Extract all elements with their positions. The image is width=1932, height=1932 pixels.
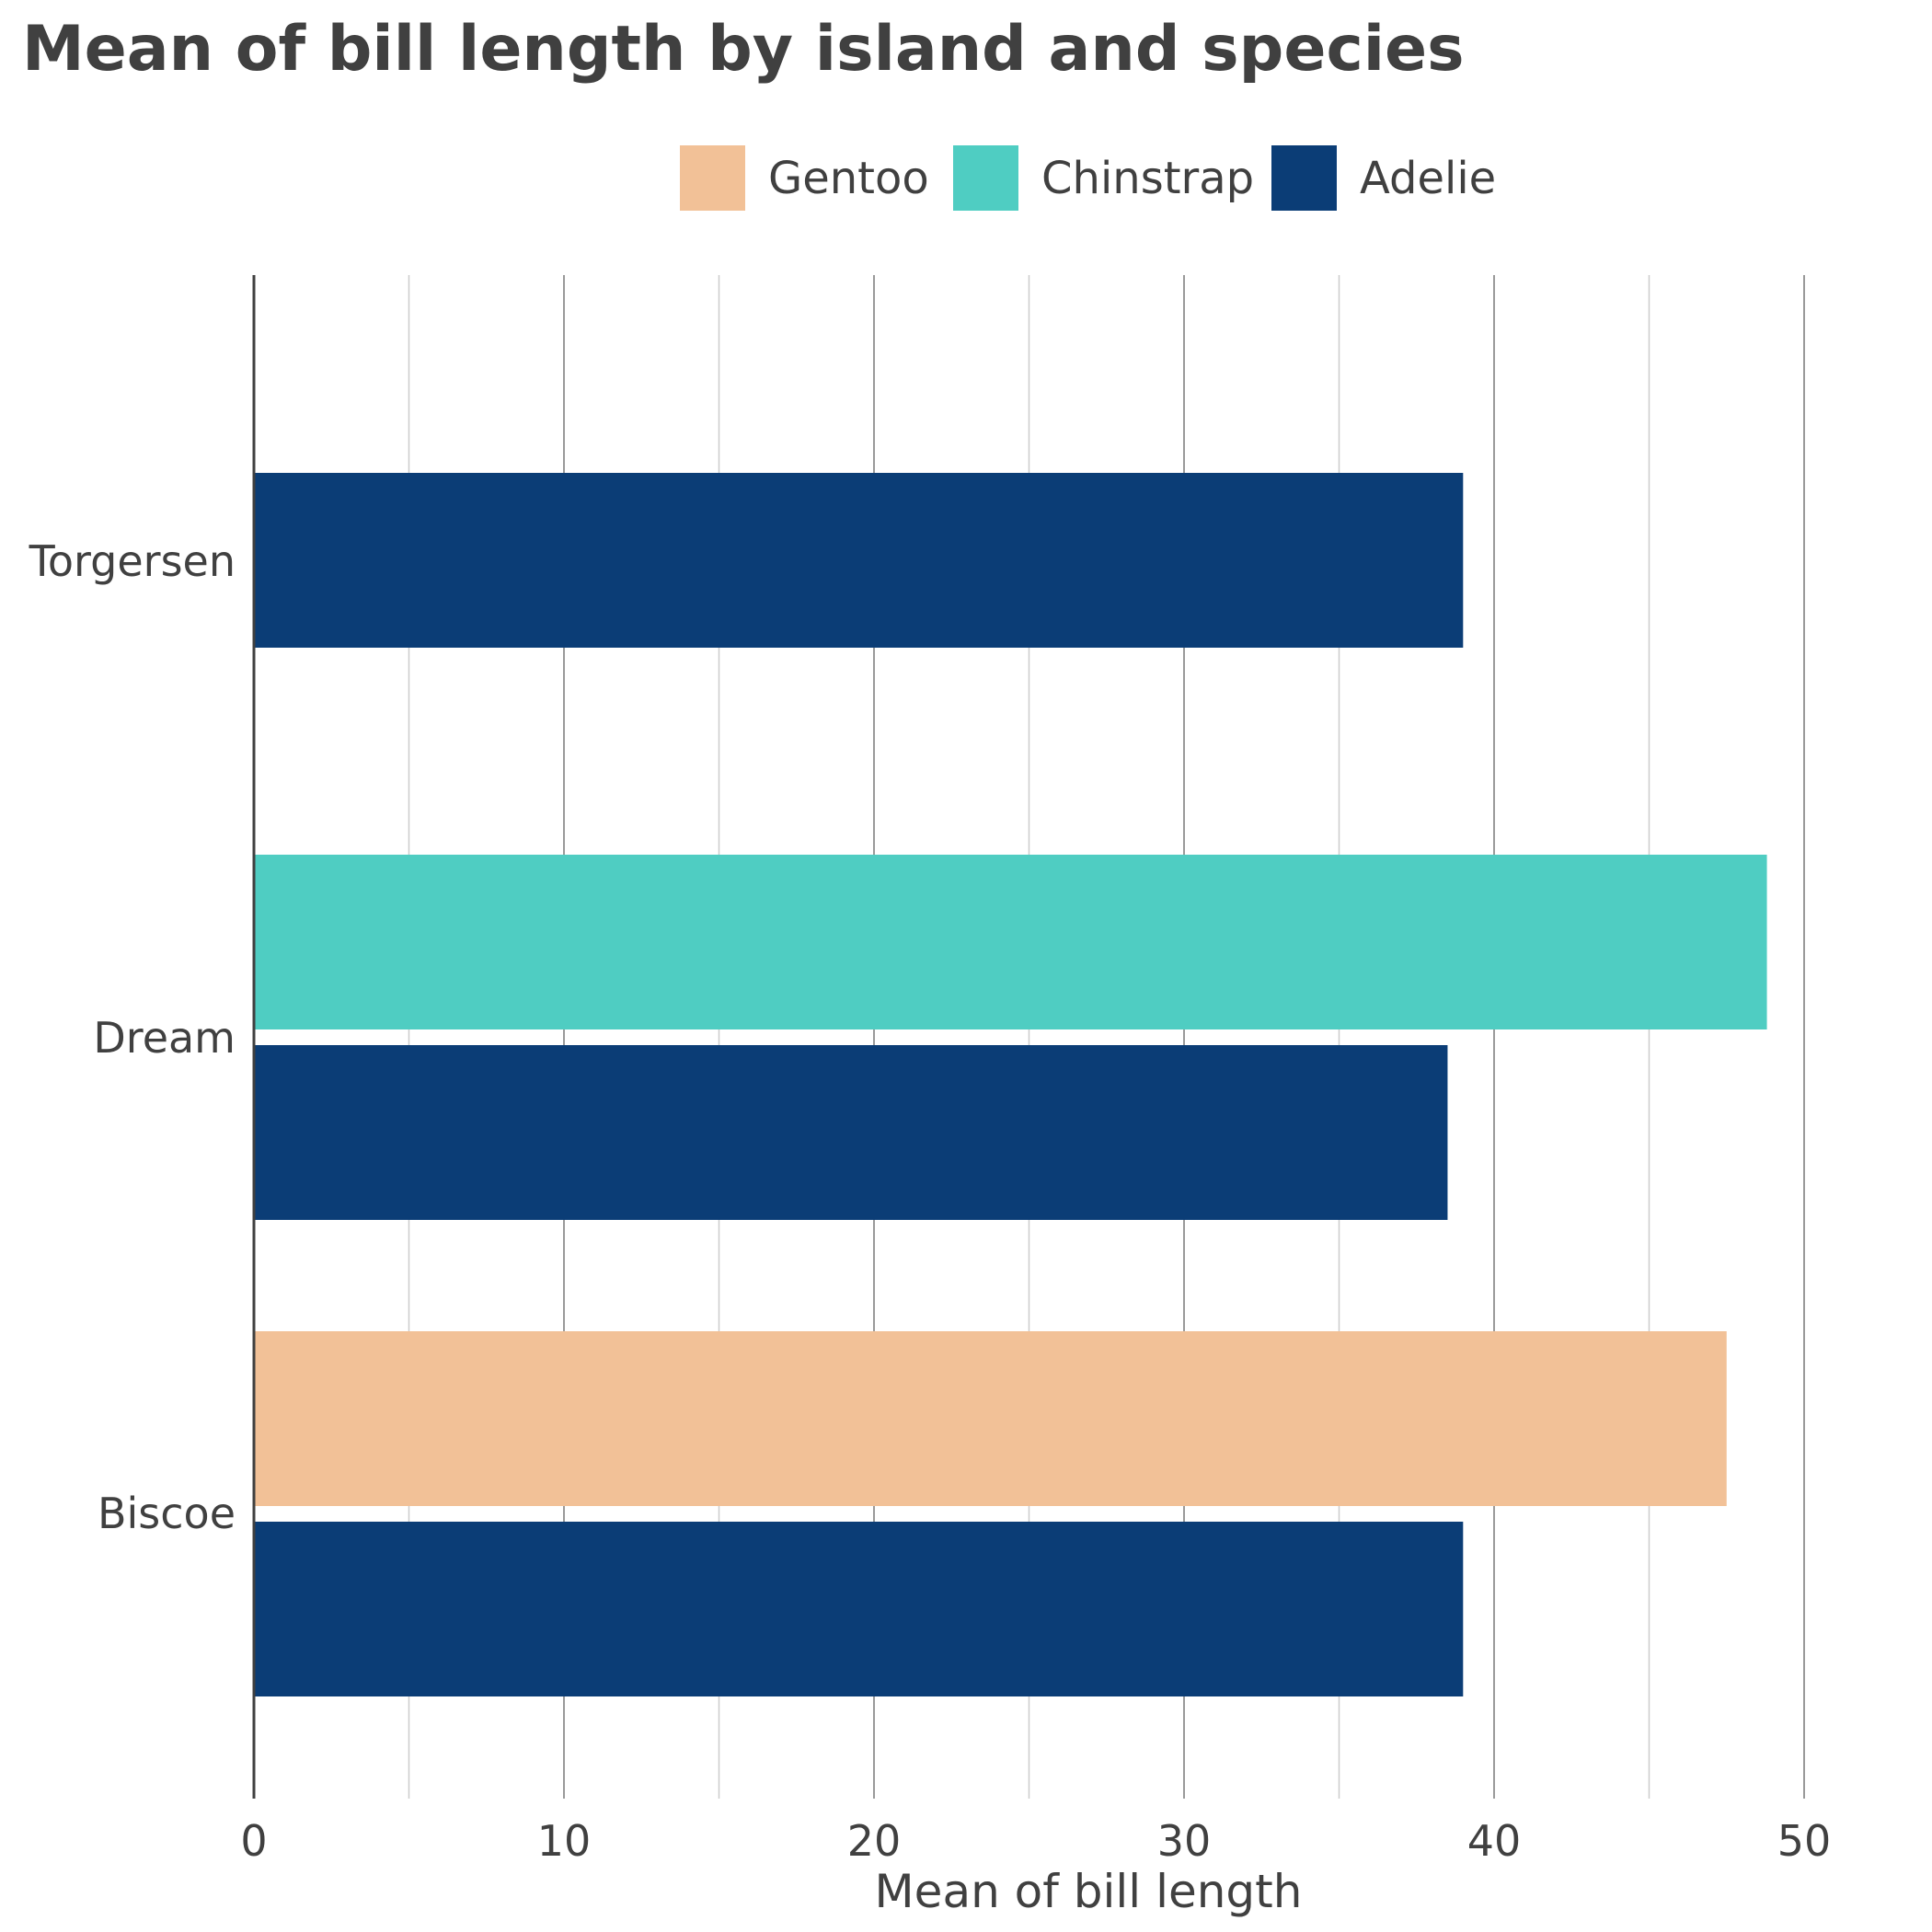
bar-adelie-dream <box>254 1045 1448 1220</box>
legend-label: Adelie <box>1360 153 1496 204</box>
bars <box>254 473 1767 1696</box>
category-label: Dream <box>93 1013 236 1063</box>
legend-swatch-chinstrap <box>953 145 1018 211</box>
y-category-labels: Torgersen Dream Biscoe <box>29 536 236 1538</box>
legend-swatch-adelie <box>1271 145 1337 211</box>
legend-label: Chinstrap <box>1041 153 1254 204</box>
bar-chinstrap-dream <box>254 855 1767 1029</box>
legend-swatch-gentoo <box>680 145 745 211</box>
x-axis-label: Mean of bill length <box>875 1865 1303 1918</box>
category-label: Biscoe <box>98 1489 236 1538</box>
x-tick-label: 50 <box>1777 1816 1832 1866</box>
legend: Gentoo Chinstrap Adelie <box>680 145 1496 211</box>
x-tick-label: 10 <box>537 1816 592 1866</box>
bar-gentoo-biscoe <box>254 1331 1727 1506</box>
x-tick-label: 0 <box>240 1816 267 1866</box>
category-label: Torgersen <box>29 536 236 586</box>
x-tick-label: 40 <box>1467 1816 1522 1866</box>
legend-label: Gentoo <box>768 153 929 204</box>
bar-adelie-biscoe <box>254 1522 1464 1696</box>
x-tick-labels: 0 10 20 30 40 50 <box>240 1816 1831 1866</box>
chart-title: Mean of bill length by island and specie… <box>22 13 1465 86</box>
x-tick-label: 20 <box>847 1816 902 1866</box>
x-tick-label: 30 <box>1157 1816 1212 1866</box>
bar-adelie-torgersen <box>254 473 1464 648</box>
